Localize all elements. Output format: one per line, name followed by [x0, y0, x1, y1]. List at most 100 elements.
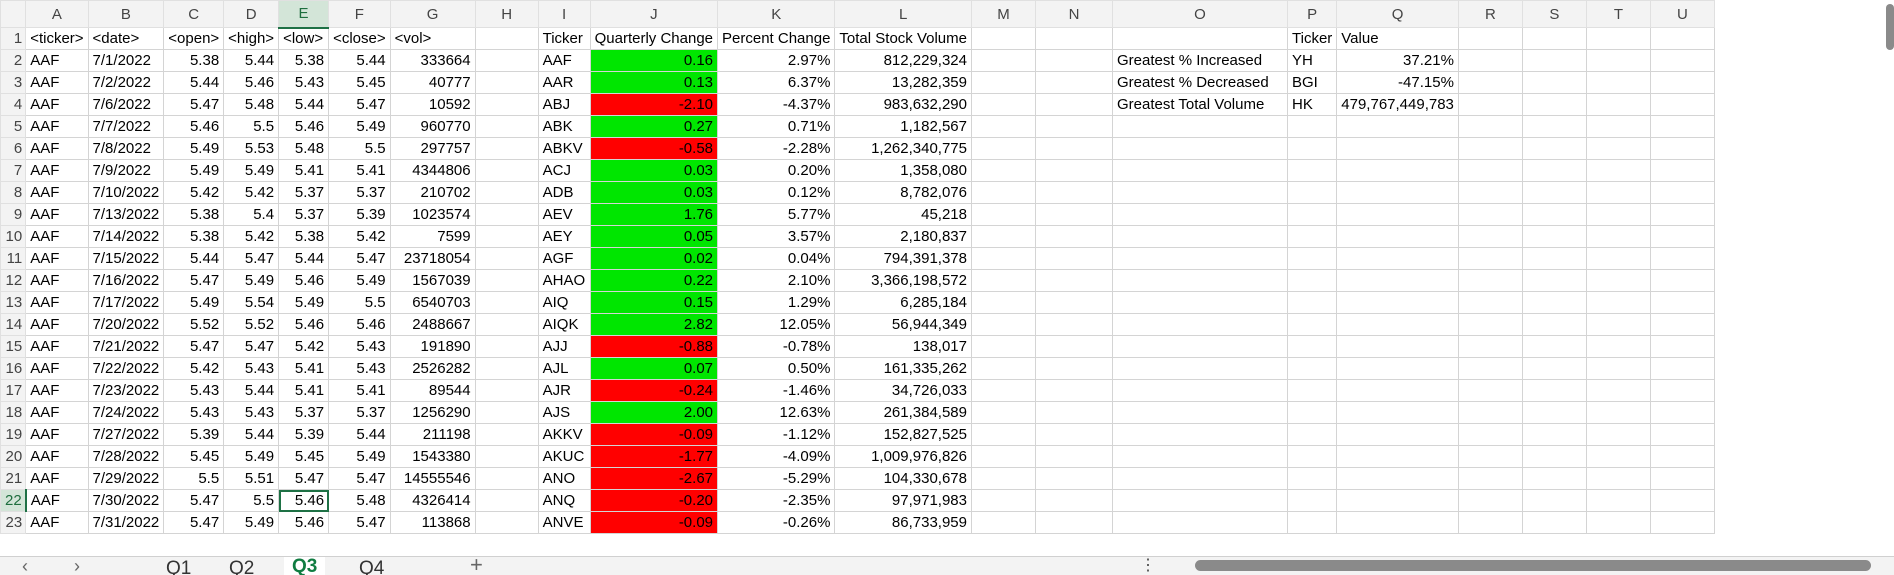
cell-n2[interactable]	[1035, 49, 1113, 72]
row-header[interactable]: 9	[0, 203, 27, 226]
cell-u13[interactable]	[1649, 291, 1715, 314]
cell-d21[interactable]: 5.51	[223, 467, 280, 490]
cell-s5[interactable]	[1521, 115, 1587, 138]
cell-q17[interactable]	[1336, 379, 1459, 402]
row-header[interactable]: 8	[0, 181, 27, 204]
cell-o8[interactable]	[1112, 181, 1288, 204]
cell-b13[interactable]: 7/17/2022	[87, 291, 165, 314]
cell-e17[interactable]: 5.41	[278, 379, 330, 402]
cell-r19[interactable]	[1457, 423, 1523, 446]
cell-l8[interactable]: 8,782,076	[834, 181, 972, 204]
cell-s12[interactable]	[1521, 269, 1587, 292]
cell-t20[interactable]	[1585, 445, 1651, 468]
cell-c1[interactable]: <open>	[163, 27, 225, 50]
cell-r10[interactable]	[1457, 225, 1523, 248]
cell-e3[interactable]: 5.43	[278, 71, 330, 94]
cell-e19[interactable]: 5.39	[278, 423, 330, 446]
cell-p1[interactable]: Ticker	[1286, 27, 1338, 50]
cell-a10[interactable]: AAF	[25, 225, 89, 248]
cell-d6[interactable]: 5.53	[223, 137, 280, 160]
cell-m4[interactable]	[971, 93, 1036, 116]
cell-r20[interactable]	[1457, 445, 1523, 468]
cell-g14[interactable]: 2488667	[389, 313, 476, 336]
row-header[interactable]: 5	[0, 115, 27, 138]
cell-j10[interactable]: 0.05	[589, 225, 719, 248]
cell-d12[interactable]: 5.49	[223, 269, 280, 292]
cell-s14[interactable]	[1521, 313, 1587, 336]
cell-o6[interactable]	[1112, 137, 1288, 160]
cell-u19[interactable]	[1649, 423, 1715, 446]
cell-b15[interactable]: 7/21/2022	[87, 335, 165, 358]
cell-q2[interactable]: 37.21%	[1336, 49, 1459, 72]
row-header[interactable]: 2	[0, 49, 27, 72]
cell-m6[interactable]	[971, 137, 1036, 160]
cell-e18[interactable]: 5.37	[278, 401, 330, 424]
cell-e13[interactable]: 5.49	[278, 291, 330, 314]
cell-l4[interactable]: 983,632,290	[834, 93, 972, 116]
cell-g23[interactable]: 113868	[389, 511, 476, 534]
column-header-m[interactable]: M	[971, 0, 1036, 28]
cell-q22[interactable]	[1336, 489, 1459, 512]
cell-b11[interactable]: 7/15/2022	[87, 247, 165, 270]
cell-p14[interactable]	[1286, 313, 1338, 336]
cell-h8[interactable]	[474, 181, 539, 204]
cell-k9[interactable]: 5.77%	[717, 203, 836, 226]
cell-u12[interactable]	[1649, 269, 1715, 292]
vertical-scrollbar[interactable]	[1886, 4, 1894, 50]
cell-k18[interactable]: 12.63%	[717, 401, 836, 424]
cell-a22[interactable]: AAF	[25, 489, 89, 512]
cell-b10[interactable]: 7/14/2022	[87, 225, 165, 248]
cell-h7[interactable]	[474, 159, 539, 182]
cell-q18[interactable]	[1336, 401, 1459, 424]
cell-h6[interactable]	[474, 137, 539, 160]
cell-m22[interactable]	[971, 489, 1036, 512]
cell-c21[interactable]: 5.5	[163, 467, 225, 490]
cell-o19[interactable]	[1112, 423, 1288, 446]
cell-t14[interactable]	[1585, 313, 1651, 336]
cell-i19[interactable]: AKKV	[537, 423, 591, 446]
cell-t10[interactable]	[1585, 225, 1651, 248]
cell-p3[interactable]: BGI	[1286, 71, 1338, 94]
cell-f16[interactable]: 5.43	[328, 357, 391, 380]
cell-i17[interactable]: AJR	[537, 379, 591, 402]
cell-e5[interactable]: 5.46	[278, 115, 330, 138]
cell-c15[interactable]: 5.47	[163, 335, 225, 358]
cell-t23[interactable]	[1585, 511, 1651, 534]
cell-u9[interactable]	[1649, 203, 1715, 226]
cell-d23[interactable]: 5.49	[223, 511, 280, 534]
column-header-t[interactable]: T	[1585, 0, 1651, 28]
cell-q10[interactable]	[1336, 225, 1459, 248]
cell-n16[interactable]	[1035, 357, 1113, 380]
cell-c17[interactable]: 5.43	[163, 379, 225, 402]
cell-o5[interactable]	[1112, 115, 1288, 138]
cell-i5[interactable]: ABK	[537, 115, 591, 138]
cell-p13[interactable]	[1286, 291, 1338, 314]
cell-l11[interactable]: 794,391,378	[834, 247, 972, 270]
cell-t22[interactable]	[1585, 489, 1651, 512]
row-header[interactable]: 13	[0, 291, 27, 314]
cell-f17[interactable]: 5.41	[328, 379, 391, 402]
cell-t12[interactable]	[1585, 269, 1651, 292]
cell-j6[interactable]: -0.58	[589, 137, 719, 160]
cell-l1[interactable]: Total Stock Volume	[834, 27, 972, 50]
cell-p6[interactable]	[1286, 137, 1338, 160]
cell-f20[interactable]: 5.49	[328, 445, 391, 468]
cell-q3[interactable]: -47.15%	[1336, 71, 1459, 94]
cell-l15[interactable]: 138,017	[834, 335, 972, 358]
cell-p4[interactable]: HK	[1286, 93, 1338, 116]
cell-o15[interactable]	[1112, 335, 1288, 358]
column-header-d[interactable]: D	[223, 0, 280, 28]
cell-l10[interactable]: 2,180,837	[834, 225, 972, 248]
cell-n14[interactable]	[1035, 313, 1113, 336]
cell-p12[interactable]	[1286, 269, 1338, 292]
cell-k13[interactable]: 1.29%	[717, 291, 836, 314]
cell-a19[interactable]: AAF	[25, 423, 89, 446]
cell-k15[interactable]: -0.78%	[717, 335, 836, 358]
cell-r5[interactable]	[1457, 115, 1523, 138]
cell-q12[interactable]	[1336, 269, 1459, 292]
cell-r21[interactable]	[1457, 467, 1523, 490]
cell-u3[interactable]	[1649, 71, 1715, 94]
cell-k3[interactable]: 6.37%	[717, 71, 836, 94]
cell-i13[interactable]: AIQ	[537, 291, 591, 314]
cell-i14[interactable]: AIQK	[537, 313, 591, 336]
